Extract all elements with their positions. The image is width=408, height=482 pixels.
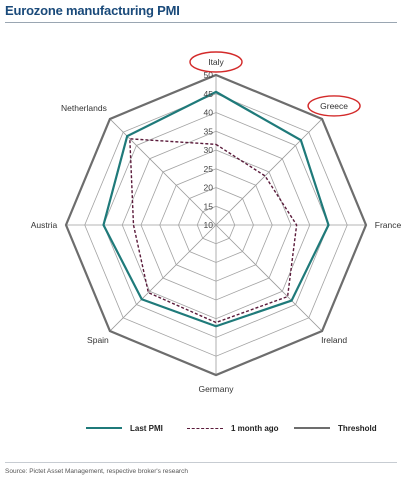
grid-ring-40 xyxy=(103,112,329,338)
grid-ring-25 xyxy=(159,168,273,282)
grid-ring-15 xyxy=(196,205,236,245)
legend-item-threshold: Threshold xyxy=(294,421,377,435)
legend-label-1-month-ago: 1 month ago xyxy=(231,423,279,433)
grid-ring-30 xyxy=(140,149,292,301)
axis-label-greece: Greece xyxy=(320,101,348,111)
highlight-ellipse-italy xyxy=(189,51,243,73)
axis-label-austria: Austria xyxy=(31,220,58,230)
series-last-pmi xyxy=(102,90,330,328)
axis-label-netherlands: Netherlands xyxy=(61,103,107,113)
highlight-ellipse-greece xyxy=(307,95,361,117)
legend-label-last-pmi: Last PMI xyxy=(130,423,163,433)
axis-label-spain: Spain xyxy=(87,335,109,345)
title-divider xyxy=(5,22,397,23)
radial-tick-45: 45 xyxy=(204,89,214,99)
legend-swatch-last-pmi xyxy=(86,427,122,429)
legend-swatch-1-month-ago xyxy=(187,427,223,429)
radial-tick-20: 20 xyxy=(204,183,214,193)
legend-swatch-threshold xyxy=(294,427,330,429)
source-note: Source: Pictet Asset Management, respect… xyxy=(5,468,188,475)
radial-tick-35: 35 xyxy=(204,126,214,136)
grid-ring-45 xyxy=(84,93,348,357)
series-1-month-ago xyxy=(129,138,298,324)
grid-ring-20 xyxy=(178,187,254,263)
radial-tick-10: 10 xyxy=(204,220,214,230)
radial-tick-50: 50 xyxy=(204,70,214,80)
axis-labels: Italy Greece France Ireland Germany Spain Aust… xyxy=(31,51,402,394)
radar-chart: 10 15 20 25 30 35 40 45 50 Italy Greece France Irel… xyxy=(31,51,402,394)
radial-tick-15: 15 xyxy=(204,201,214,211)
chart-title: Eurozone manufacturing PMI xyxy=(5,3,180,18)
series-threshold xyxy=(64,73,368,377)
legend-label-threshold: Threshold xyxy=(338,423,377,433)
axis-label-germany: Germany xyxy=(199,384,235,394)
grid-ring-35 xyxy=(121,130,311,320)
radial-tick-25: 25 xyxy=(204,164,214,174)
chart-legend: Last PMI 1 month ago Threshold xyxy=(0,421,408,435)
legend-item-1-month-ago: 1 month ago xyxy=(187,421,279,435)
radar-grid xyxy=(66,75,366,375)
legend-item-last-pmi: Last PMI xyxy=(86,421,163,435)
axis-label-france: France xyxy=(375,220,402,230)
radial-tick-labels: 10 15 20 25 30 35 40 45 50 xyxy=(204,70,214,230)
axis-label-ireland: Ireland xyxy=(321,335,347,345)
radial-tick-40: 40 xyxy=(204,108,214,118)
radar-series xyxy=(64,73,368,377)
axis-label-italy: Italy xyxy=(208,57,224,67)
footer-divider xyxy=(5,462,397,463)
radial-tick-30: 30 xyxy=(204,145,214,155)
